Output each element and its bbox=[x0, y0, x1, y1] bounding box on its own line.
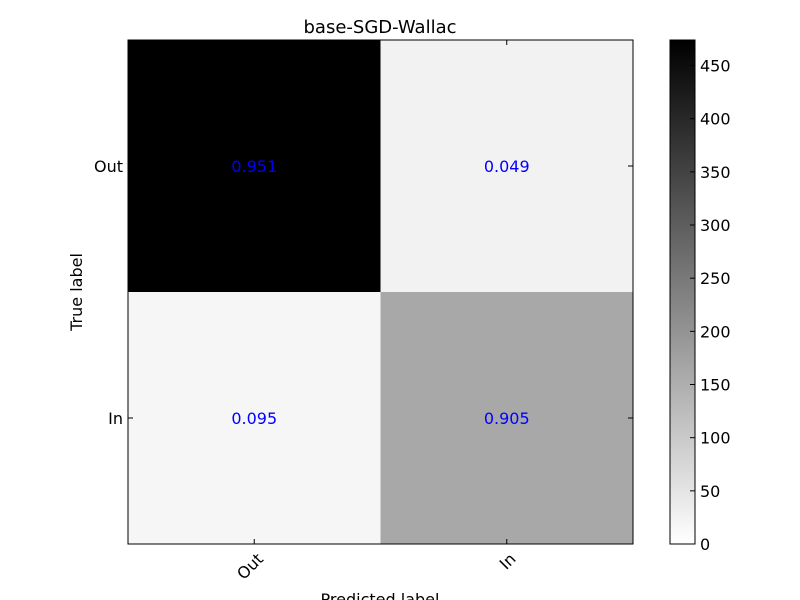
x-axis-label: Predicted label bbox=[321, 590, 440, 600]
colorbar-tick-label: 450 bbox=[700, 57, 731, 76]
heatmap-cell bbox=[380, 292, 633, 544]
colorbar-tick-label: 350 bbox=[700, 163, 731, 182]
colorbar-tick-label: 250 bbox=[700, 269, 731, 288]
colorbar bbox=[669, 39, 696, 545]
cell-annotation: 0.095 bbox=[231, 409, 277, 428]
cell-annotation: 0.951 bbox=[231, 157, 277, 176]
colorbar-tick-label: 300 bbox=[700, 216, 731, 235]
colorbar-tick-label: 200 bbox=[700, 322, 731, 341]
colorbar-ticks: 0 50 100 150 200 250 300 350 400 450 bbox=[690, 57, 731, 554]
cell-annotation: 0.049 bbox=[484, 157, 530, 176]
x-tick-label: Out bbox=[233, 549, 267, 583]
heatmap-cells bbox=[128, 40, 633, 544]
colorbar-tick-label: 400 bbox=[700, 110, 731, 129]
colorbar-tick-label: 50 bbox=[700, 482, 720, 501]
y-axis-label: True label bbox=[67, 253, 86, 332]
y-tick-label: Out bbox=[94, 157, 123, 176]
colorbar-tick-label: 150 bbox=[700, 376, 731, 395]
heatmap-cell bbox=[128, 292, 381, 544]
cell-annotations: 0.951 0.049 0.095 0.905 bbox=[231, 157, 529, 428]
y-tick-label: In bbox=[108, 409, 123, 428]
colorbar-tick-label: 100 bbox=[700, 429, 731, 448]
cell-annotation: 0.905 bbox=[484, 409, 530, 428]
heatmap-cell bbox=[380, 40, 633, 292]
chart-title: base-SGD-Wallac bbox=[303, 17, 456, 38]
colorbar-tick-label: 0 bbox=[700, 535, 710, 554]
plot-frame bbox=[127, 39, 634, 545]
x-tick-label: In bbox=[496, 549, 520, 573]
heatmap-cell bbox=[128, 40, 381, 292]
